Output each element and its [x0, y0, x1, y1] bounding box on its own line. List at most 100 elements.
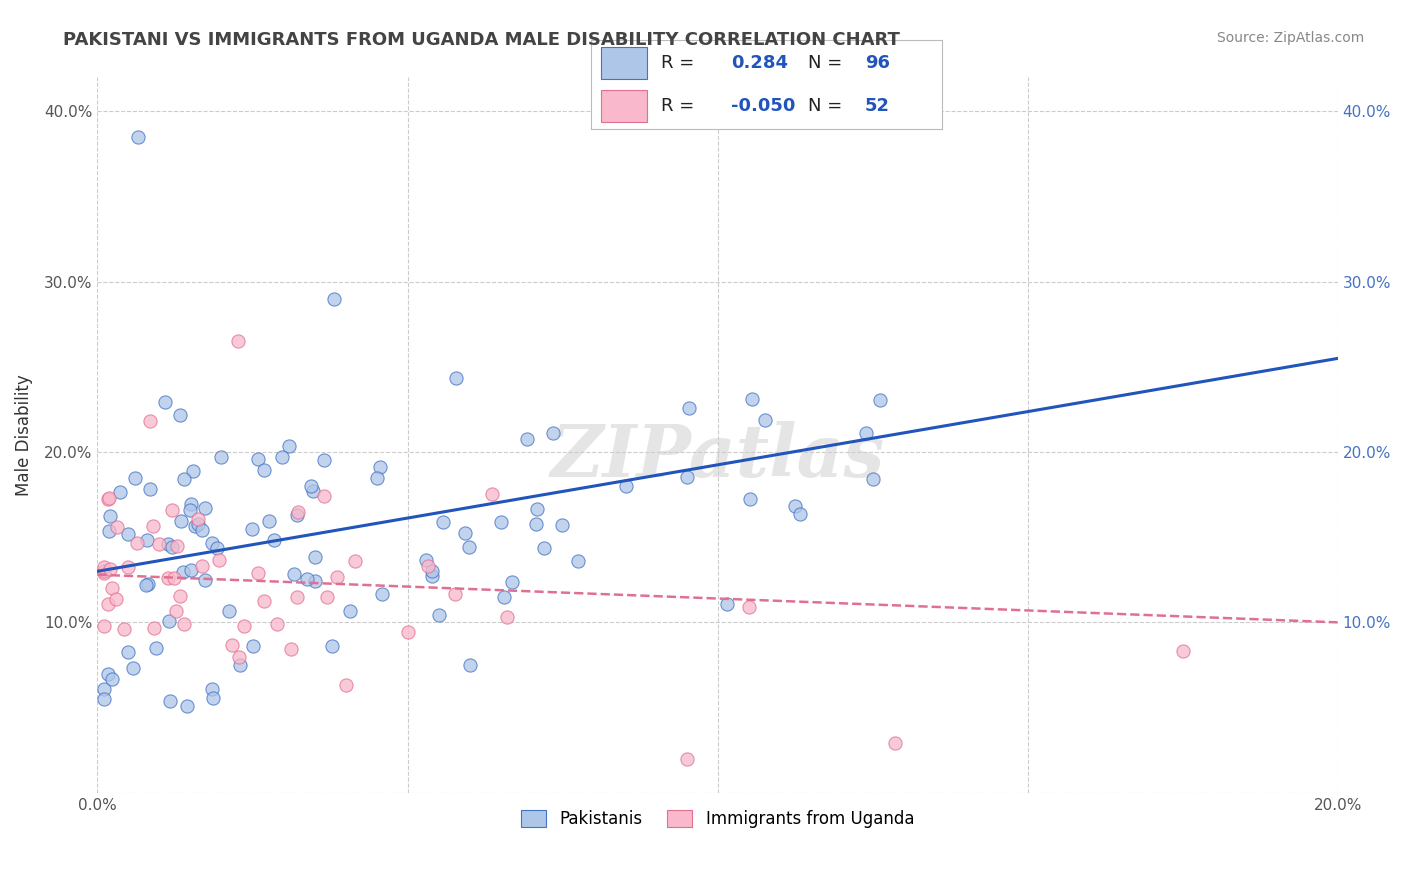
- Point: [737, 599, 759, 614]
- Point: [295, 572, 318, 586]
- Point: [285, 508, 308, 523]
- Legend: Pakistanis, Immigrants from Uganda: Pakistanis, Immigrants from Uganda: [515, 803, 921, 834]
- Point: [98, 508, 121, 523]
- Text: Source: ZipAtlas.com: Source: ZipAtlas.com: [1216, 31, 1364, 45]
- Point: [93, 564, 115, 578]
- Text: R =: R =: [661, 54, 700, 72]
- Point: [104, 592, 127, 607]
- Point: [136, 533, 159, 547]
- Text: 96: 96: [865, 54, 890, 72]
- Point: [127, 130, 149, 145]
- Point: [246, 451, 269, 466]
- Point: [97, 667, 120, 681]
- Point: [496, 610, 519, 624]
- Point: [136, 576, 159, 591]
- Point: [427, 608, 450, 623]
- Point: [271, 450, 294, 464]
- Point: [105, 520, 128, 534]
- Point: [218, 604, 240, 618]
- Point: [321, 639, 343, 653]
- Point: [135, 577, 157, 591]
- Point: [201, 681, 224, 696]
- Point: [187, 512, 209, 526]
- Text: R =: R =: [661, 97, 700, 115]
- Point: [371, 587, 394, 601]
- Point: [172, 565, 194, 579]
- Point: [165, 604, 187, 618]
- Point: [201, 535, 224, 549]
- Point: [855, 425, 877, 440]
- Bar: [602, 90, 647, 122]
- Point: [194, 574, 217, 588]
- Point: [160, 541, 183, 555]
- Point: [145, 641, 167, 656]
- Point: [489, 515, 512, 529]
- Point: [201, 690, 224, 705]
- Point: [266, 616, 288, 631]
- Point: [741, 392, 763, 406]
- Text: N =: N =: [808, 54, 848, 72]
- Point: [242, 639, 264, 653]
- Point: [125, 536, 148, 550]
- Point: [524, 516, 547, 531]
- Point: [139, 482, 162, 496]
- Point: [141, 519, 163, 533]
- Point: [738, 491, 761, 506]
- Point: [208, 553, 231, 567]
- Point: [97, 597, 120, 611]
- Point: [228, 334, 250, 349]
- Point: [191, 523, 214, 537]
- Point: [184, 519, 207, 533]
- Point: [194, 501, 217, 516]
- Point: [335, 678, 357, 692]
- Point: [124, 471, 146, 485]
- Point: [93, 692, 115, 706]
- Point: [339, 603, 361, 617]
- Point: [678, 401, 700, 415]
- Point: [567, 554, 589, 568]
- Point: [207, 541, 229, 555]
- Point: [166, 539, 188, 553]
- Point: [789, 507, 811, 521]
- Point: [257, 514, 280, 528]
- Point: [98, 524, 121, 539]
- Point: [366, 471, 388, 485]
- Point: [122, 661, 145, 675]
- Point: [108, 485, 131, 500]
- Point: [443, 587, 465, 601]
- Point: [541, 425, 564, 440]
- Point: [263, 533, 285, 547]
- Point: [247, 566, 270, 581]
- Point: [432, 515, 454, 529]
- Text: -0.050: -0.050: [731, 97, 796, 115]
- Point: [97, 491, 120, 506]
- Point: [614, 479, 637, 493]
- Point: [157, 571, 180, 585]
- Point: [209, 450, 232, 464]
- Point: [304, 549, 326, 564]
- Point: [343, 554, 366, 568]
- Point: [481, 487, 503, 501]
- Point: [117, 645, 139, 659]
- Point: [93, 559, 115, 574]
- Point: [148, 537, 170, 551]
- Point: [869, 392, 891, 407]
- Point: [315, 590, 337, 604]
- Point: [173, 617, 195, 632]
- Point: [754, 413, 776, 427]
- Point: [143, 621, 166, 635]
- Point: [676, 470, 699, 484]
- Point: [501, 575, 523, 590]
- Point: [494, 590, 516, 604]
- Point: [228, 649, 250, 664]
- Point: [862, 472, 884, 486]
- Y-axis label: Male Disability: Male Disability: [15, 374, 32, 496]
- Point: [139, 414, 162, 428]
- Point: [191, 558, 214, 573]
- Point: [114, 623, 136, 637]
- Point: [314, 490, 336, 504]
- Point: [117, 560, 139, 574]
- Point: [323, 292, 346, 306]
- Text: PAKISTANI VS IMMIGRANTS FROM UGANDA MALE DISABILITY CORRELATION CHART: PAKISTANI VS IMMIGRANTS FROM UGANDA MALE…: [63, 31, 900, 49]
- Point: [93, 566, 115, 581]
